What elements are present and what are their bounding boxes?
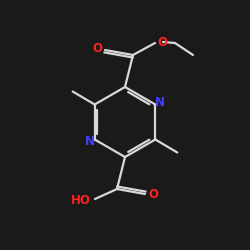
Text: N: N bbox=[155, 96, 165, 109]
Text: N: N bbox=[85, 135, 95, 148]
Text: O: O bbox=[148, 188, 158, 202]
Text: O: O bbox=[157, 36, 167, 49]
Text: HO: HO bbox=[71, 194, 91, 206]
Text: O: O bbox=[92, 42, 102, 56]
